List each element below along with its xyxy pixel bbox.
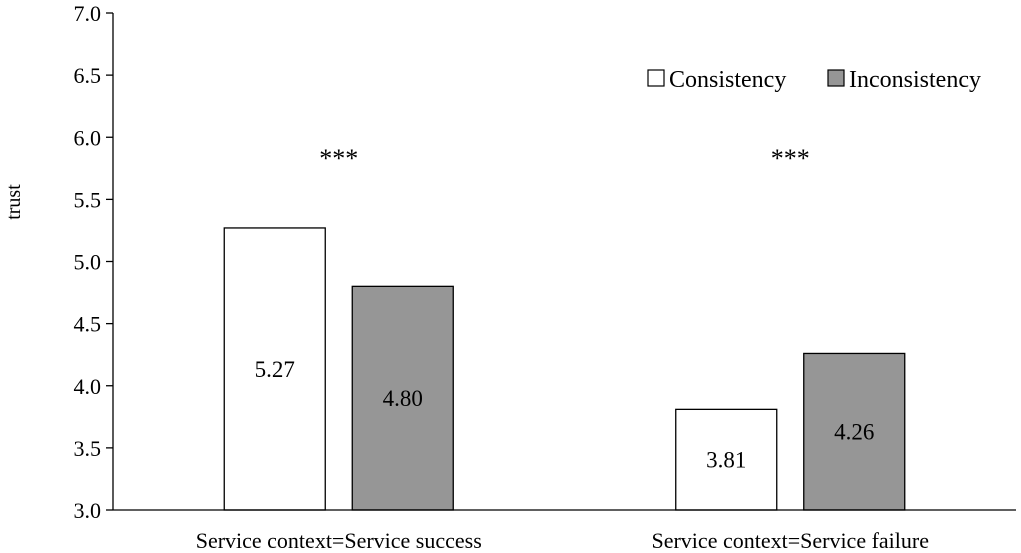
bar-value-labels: 5.27 4.80 3.81 4.26 [255, 357, 875, 473]
y-tick-label: 4.5 [74, 312, 102, 337]
legend-label-consistency: Consistency [669, 67, 786, 93]
bar-group [223, 227, 906, 511]
significance-marker: *** [319, 144, 358, 173]
legend-swatch-consistency [647, 69, 665, 87]
legend-label-inconsistency: Inconsistency [849, 67, 981, 93]
bar-value-label: 4.26 [834, 420, 874, 445]
y-tick-label: 6.5 [74, 63, 102, 88]
y-tick-label: 3.0 [74, 498, 102, 523]
y-tick-label: 7.0 [74, 1, 102, 26]
y-tick-label: 5.0 [74, 250, 102, 275]
legend: Consistency Inconsistency [647, 67, 981, 93]
category-label: Service context=Service failure [651, 528, 929, 553]
y-axis-title: trust [3, 184, 25, 220]
category-labels: Service context=Service success Service c… [196, 528, 929, 553]
y-tick-label: 6.0 [74, 125, 102, 150]
category-label: Service context=Service success [196, 528, 482, 553]
y-tick-label: 5.5 [74, 187, 102, 212]
significance-marker: *** [771, 144, 810, 173]
bar-value-label: 3.81 [706, 448, 746, 473]
significance-markers: *** *** [319, 144, 810, 173]
y-tick-label: 4.0 [74, 374, 102, 399]
bar-value-label: 4.80 [383, 386, 423, 411]
y-tick-label: 3.5 [74, 436, 102, 461]
bar-consistency-1 [223, 227, 326, 511]
legend-swatch-inconsistency [827, 69, 845, 87]
bar-value-label: 5.27 [255, 357, 295, 382]
y-axis-ticks: 3.0 3.5 4.0 4.5 5.0 5.5 6.0 6.5 7.0 [74, 1, 113, 523]
